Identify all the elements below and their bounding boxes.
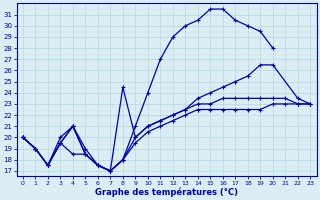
X-axis label: Graphe des températures (°C): Graphe des températures (°C) xyxy=(95,187,238,197)
